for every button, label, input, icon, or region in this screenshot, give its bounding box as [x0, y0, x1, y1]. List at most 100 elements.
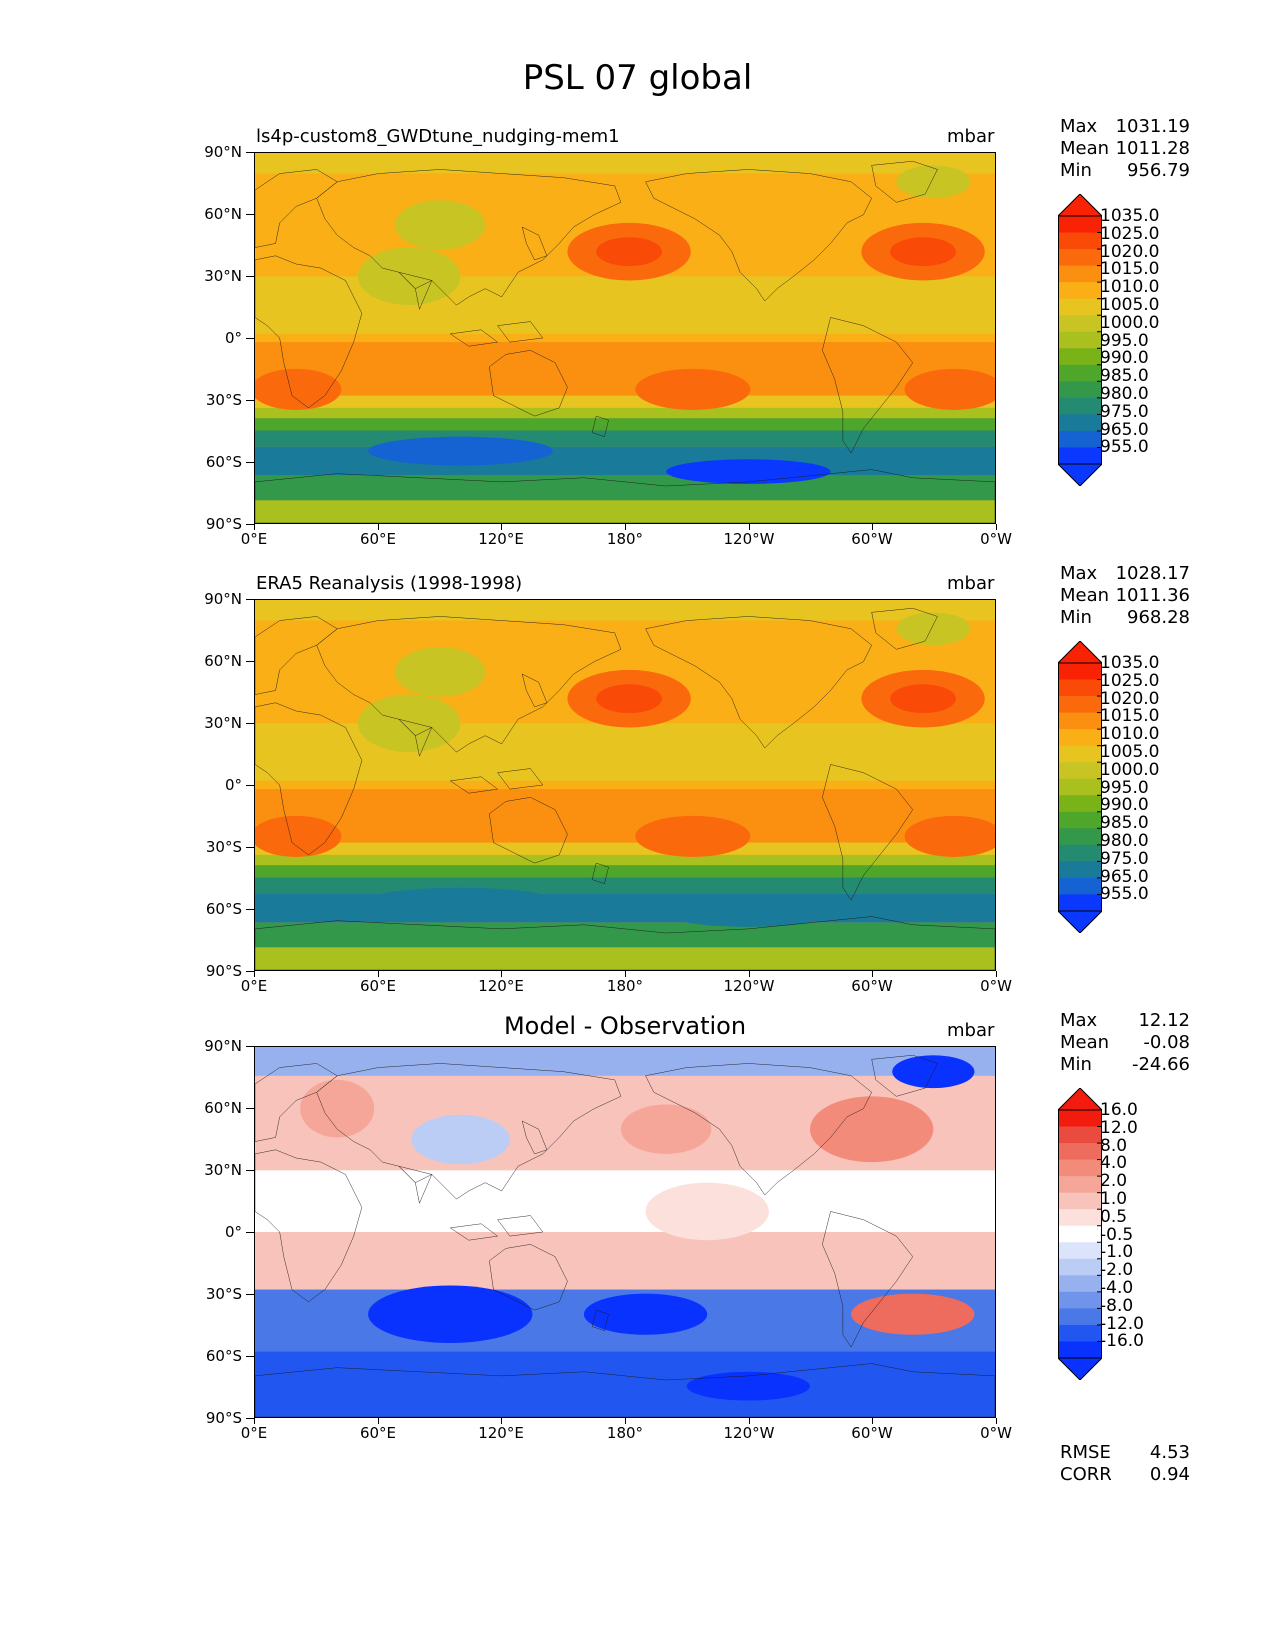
colorbar-tick-label: 1010.0: [1100, 277, 1160, 298]
lon-tick: [501, 971, 502, 977]
coastline: [255, 703, 362, 855]
colorbar-tick-label: 8.0: [1100, 1135, 1128, 1156]
colorbar-segment: [1058, 762, 1102, 780]
colorbar-segment: [1058, 861, 1102, 879]
south-atlantic-high-east: [255, 815, 342, 857]
lon-tick-label: 60°E: [359, 530, 397, 548]
south-atlantic-high: [904, 815, 995, 857]
colorbar-tick-label: 1025.0: [1100, 223, 1160, 244]
lat-tick-label: 60°N: [204, 1099, 242, 1117]
coastline: [255, 616, 337, 694]
stat-min-label: Min: [1060, 1054, 1092, 1075]
circumpolar-trough: [255, 877, 995, 894]
colorbar-tick-label: 0.5: [1100, 1206, 1128, 1227]
colorbar-extend-top: [1058, 641, 1102, 664]
antarctic-negative: [255, 1351, 995, 1417]
lat-tick: [246, 971, 254, 972]
colorbar-tick-label: 1000.0: [1100, 759, 1160, 780]
lat-tick-label: 90°S: [205, 515, 242, 533]
metrics-box: RMSE 4.53 CORR 0.94: [1060, 1442, 1190, 1486]
indian-ocean-negative-core: [368, 1285, 533, 1343]
asia-negative: [411, 1114, 510, 1165]
lat-tick-label: 60°N: [204, 205, 242, 223]
lat-tick: [246, 400, 254, 401]
coastline: [872, 608, 938, 649]
stat-mean-label: Mean: [1060, 138, 1110, 159]
diff-map: [254, 1046, 996, 1418]
coastline: [646, 1063, 872, 1195]
lat-tick-label: 30°S: [205, 391, 242, 409]
colorbar-tick-label: 1.0: [1100, 1189, 1128, 1209]
stat-mean-value: 1011.28: [1115, 138, 1190, 159]
siberia-field: [394, 200, 486, 250]
model-panel: ls4p-custom8_GWDtune_nudging-mem1 mbar M…: [0, 116, 1275, 562]
lat-tick: [246, 152, 254, 153]
azores-high-core: [890, 684, 956, 714]
lon-tick-label: 60°E: [359, 977, 397, 995]
lat-tick-label: 90°S: [205, 1409, 242, 1427]
lon-tick: [872, 1418, 873, 1424]
coastline: [592, 416, 608, 437]
colorbar-tick-label: 1000.0: [1100, 312, 1160, 333]
colorbar: [1058, 1088, 1102, 1380]
equatorial-pacific-slight-positive: [645, 1182, 769, 1241]
storm-track-3: [255, 865, 995, 878]
colorbar: [1058, 641, 1102, 933]
lat-tick-label: 60°S: [205, 453, 242, 471]
pacific-high-core: [596, 237, 662, 267]
colorbar-tick-label: 1020.0: [1100, 688, 1160, 709]
polar-band-north: [255, 153, 995, 174]
lat-tick-label: 90°N: [204, 143, 242, 161]
colorbar-segment: [1058, 397, 1102, 415]
colorbar-tick-label: 990.0: [1100, 795, 1149, 816]
obs-panel: ERA5 Reanalysis (1998-1998) mbar Max 1028…: [0, 563, 1275, 1009]
stat-min-label: Min: [1060, 160, 1092, 181]
south-pacific-high: [635, 368, 751, 410]
lon-tick: [996, 524, 997, 530]
colorbar-segment: [1058, 265, 1102, 283]
asian-low: [357, 694, 461, 753]
colorbar-segment: [1058, 679, 1102, 697]
lon-tick: [625, 1418, 626, 1424]
lon-tick: [254, 1418, 255, 1424]
pacific-negative-core: [583, 1293, 708, 1335]
colorbar-tick-label: -0.5: [1100, 1224, 1134, 1245]
coastline: [646, 616, 872, 748]
lon-tick: [378, 524, 379, 530]
colorbar-tick-label: -1.0: [1100, 1242, 1134, 1263]
stat-min-value: -24.66: [1131, 1054, 1190, 1075]
colorbar-tick-label: 980.0: [1100, 384, 1149, 404]
colorbar-extend-bottom: [1058, 463, 1102, 486]
coastline: [489, 797, 567, 863]
colorbar-tick-label: -4.0: [1100, 1278, 1134, 1298]
colorbar-segment: [1058, 795, 1102, 813]
lat-tick: [246, 1108, 254, 1109]
coastline: [489, 350, 567, 416]
lon-tick: [254, 971, 255, 977]
lat-tick: [246, 276, 254, 277]
colorbar-frame: [1058, 662, 1102, 912]
pacific-positive: [620, 1104, 712, 1154]
south-atlantic-high-east: [255, 368, 342, 410]
colorbar-segment: [1058, 1225, 1102, 1243]
colorbar-tick-label: 980.0: [1100, 831, 1149, 851]
arctic-negative: [255, 1047, 995, 1076]
colorbar-tick-label: 1015.0: [1100, 706, 1160, 727]
lat-tick: [246, 524, 254, 525]
colorbar-frame: [1058, 1109, 1102, 1359]
stat-min-value: 956.79: [1127, 160, 1190, 181]
lon-tick-label: 60°E: [359, 1424, 397, 1442]
coastline: [255, 256, 362, 408]
amundsen-low: [666, 902, 831, 927]
polar-band-north: [255, 600, 995, 621]
stats-box: Max 1031.19 Mean 1011.28 Min 956.79: [1060, 116, 1190, 182]
colorbar-segment: [1058, 1192, 1102, 1210]
lat-tick: [246, 599, 254, 600]
colorbar-tick-label: 975.0: [1100, 401, 1149, 422]
stats-box: Max 12.12 Mean -0.08 Min -24.66: [1060, 1010, 1190, 1076]
tropical-near-zero: [255, 1170, 995, 1232]
colorbar-tick-label: 1035.0: [1100, 653, 1160, 673]
colorbar-segment: [1058, 414, 1102, 432]
antarctic-coast: [255, 475, 995, 501]
colorbar-tick-label: -16.0: [1100, 1331, 1144, 1352]
